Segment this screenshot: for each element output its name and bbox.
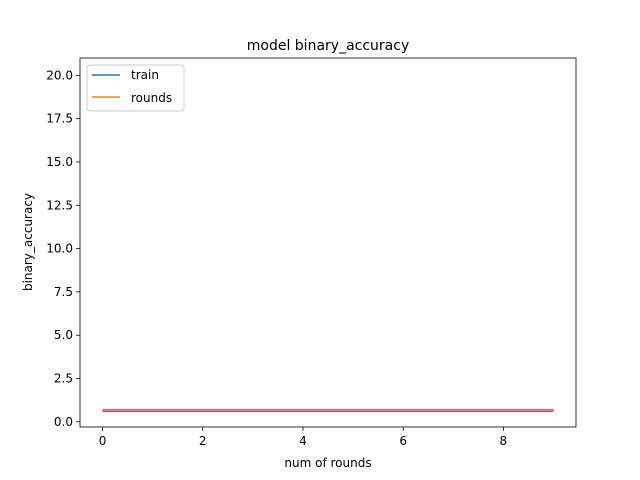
- x-tick-label: 8: [500, 434, 508, 448]
- legend-box: [86, 64, 185, 112]
- chart-title: model binary_accuracy: [247, 38, 409, 54]
- y-tick-label: 5.0: [54, 328, 73, 342]
- y-tick-label: 0.0: [54, 415, 73, 429]
- legend: train rounds: [86, 64, 185, 112]
- y-tick-label: 2.5: [54, 371, 73, 385]
- y-tick-label: 15.0: [46, 155, 73, 169]
- x-tick-label: 2: [199, 434, 207, 448]
- x-tick-label: 4: [299, 434, 307, 448]
- y-tick-label: 10.0: [46, 242, 73, 256]
- legend-label-rounds: rounds: [131, 91, 172, 105]
- y-axis-label: binary_accuracy: [21, 193, 35, 291]
- x-tick-label: 0: [99, 434, 107, 448]
- y-tick-label: 7.5: [54, 285, 73, 299]
- x-tick-label: 6: [399, 434, 407, 448]
- plot-frame: [79, 57, 577, 428]
- legend-label-train: train: [131, 68, 159, 82]
- y-tick-label: 17.5: [46, 112, 73, 126]
- x-axis-ticks: 0 2 4 6 8: [99, 427, 507, 448]
- x-axis-label: num of rounds: [284, 456, 371, 470]
- y-tick-label: 20.0: [46, 68, 73, 82]
- y-tick-label: 12.5: [46, 198, 73, 212]
- y-axis-ticks: 0.0 2.5 5.0 7.5 10.0 12.5 15.0 17.5 20.0: [46, 68, 80, 429]
- series-lines: [102, 408, 554, 413]
